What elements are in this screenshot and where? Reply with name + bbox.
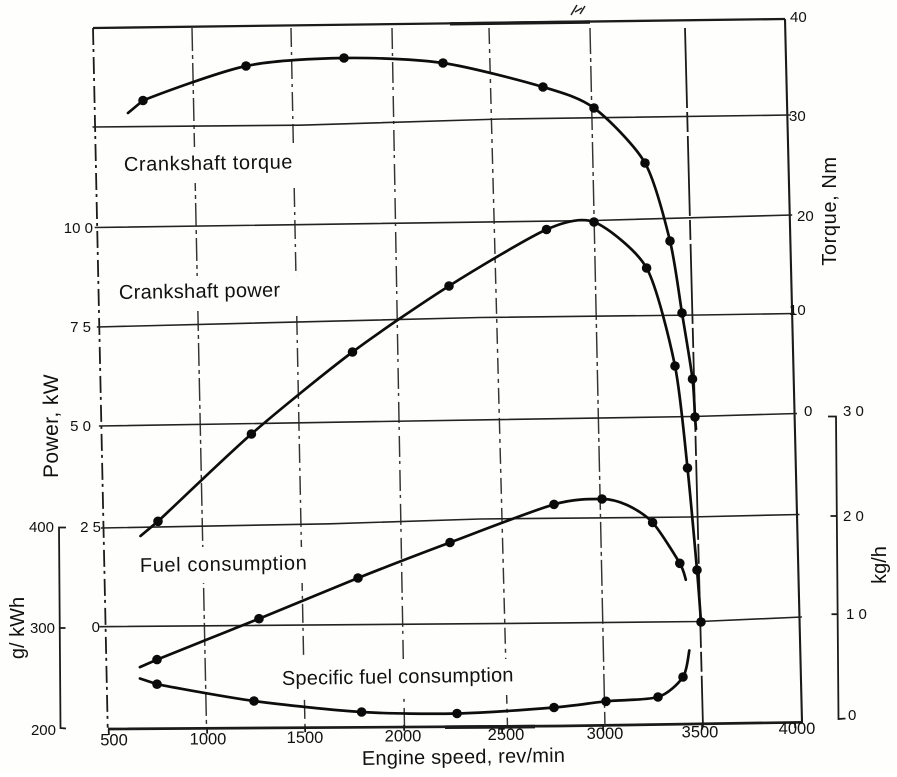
svg-text:0: 0 — [804, 403, 812, 420]
svg-text:Power, kW: Power, kW — [40, 374, 63, 478]
svg-text:400: 400 — [29, 519, 54, 536]
svg-text:30: 30 — [789, 108, 806, 125]
svg-text:300: 300 — [30, 620, 55, 637]
svg-text:Crankshaft power: Crankshaft power — [119, 279, 281, 304]
svg-text:1500: 1500 — [287, 729, 324, 747]
svg-text:3 0: 3 0 — [843, 403, 864, 420]
svg-text:3000: 3000 — [587, 725, 624, 743]
svg-text:7 5: 7 5 — [70, 319, 91, 336]
svg-text:3500: 3500 — [682, 724, 719, 742]
svg-text:1000: 1000 — [190, 731, 227, 749]
svg-text:500: 500 — [100, 732, 128, 750]
svg-text:0: 0 — [848, 707, 856, 724]
svg-text:Engine speed, rev/min: Engine speed, rev/min — [362, 745, 566, 770]
svg-text:Specific fuel consumption: Specific fuel consumption — [282, 664, 514, 690]
svg-text:5 0: 5 0 — [70, 418, 91, 435]
svg-text:4000: 4000 — [779, 720, 816, 738]
svg-text:Crankshaft torque: Crankshaft torque — [124, 151, 294, 176]
svg-text:2 0: 2 0 — [843, 508, 864, 525]
svg-text:2500: 2500 — [488, 726, 525, 744]
svg-text:10 0: 10 0 — [64, 220, 93, 237]
svg-text:20: 20 — [797, 208, 814, 225]
svg-text:2000: 2000 — [385, 728, 422, 746]
svg-text:0: 0 — [92, 619, 100, 636]
svg-text:kg/h: kg/h — [869, 546, 891, 584]
svg-text:10: 10 — [789, 302, 806, 319]
svg-text:g/ kWh: g/ kWh — [7, 597, 29, 659]
svg-text:2 5: 2 5 — [80, 519, 101, 536]
svg-text:200: 200 — [31, 722, 56, 739]
svg-text:Torque, Nm: Torque, Nm — [819, 156, 841, 265]
svg-text:1 0: 1 0 — [846, 606, 867, 623]
svg-text:Fuel consumption: Fuel consumption — [140, 552, 308, 577]
svg-text:40: 40 — [790, 9, 807, 26]
